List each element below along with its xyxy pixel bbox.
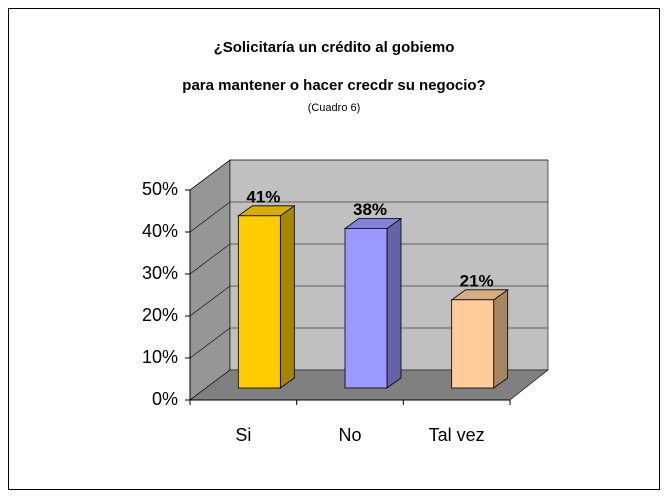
y-tick-label: 40% [142,221,178,241]
bar-side [386,217,402,389]
chart-title: para mantener o hacer crecdr su negocio? [182,77,485,94]
bar-side [279,205,295,389]
y-tick-label: 10% [142,347,178,367]
chart-subtitle: (Cuadro 6) [308,102,361,114]
grid-line [189,159,548,191]
y-tick-label: 20% [142,305,178,325]
x-tick-label: Si [235,425,251,445]
x-tick-label: No [338,425,361,445]
y-tick-label: 30% [142,263,178,283]
left-wall [189,159,231,401]
bar [237,215,281,389]
x-tick-label: Tal vez [429,425,485,445]
grid-line [189,327,548,359]
grid-line [189,285,548,317]
grid-line [189,201,548,233]
value-label: 38% [353,200,387,219]
y-tick-label: 50% [142,179,178,199]
chart-title: ¿Solicitaría un crédito al gobiemo [214,39,455,56]
value-label: 41% [246,187,280,206]
value-label: 21% [460,271,494,290]
bar [451,299,495,389]
y-tick-label: 0% [152,389,178,409]
bar-side [493,289,509,389]
bar [344,227,388,389]
grid-line [189,243,548,275]
